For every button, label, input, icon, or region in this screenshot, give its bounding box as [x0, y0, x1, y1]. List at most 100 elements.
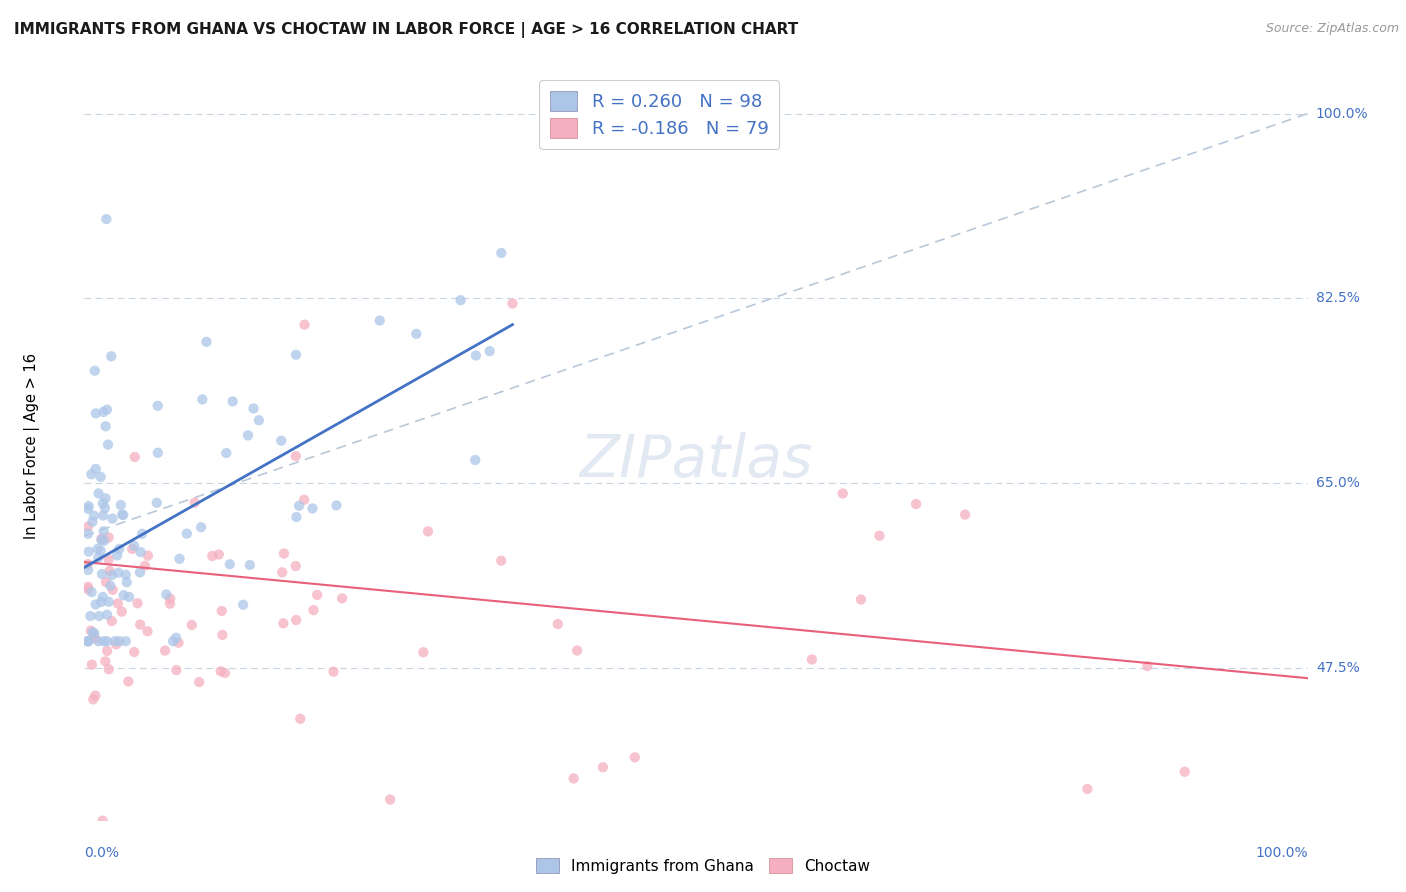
Point: [953, 508, 976, 522]
Point: [491, 246, 513, 260]
Point: [121, 541, 143, 556]
Legend: R = 0.260   N = 98, R = -0.186   N = 79: R = 0.260 N = 98, R = -0.186 N = 79: [540, 80, 779, 149]
Point: [188, 675, 211, 690]
Point: [112, 588, 135, 602]
Point: [131, 526, 153, 541]
Point: [592, 760, 614, 774]
Point: [190, 520, 212, 534]
Point: [97, 662, 120, 676]
Point: [136, 549, 159, 563]
Text: In Labor Force | Age > 16: In Labor Force | Age > 16: [24, 353, 39, 539]
Point: [292, 492, 315, 507]
Point: [284, 559, 307, 574]
Point: [77, 499, 100, 513]
Point: [84, 462, 107, 476]
Point: [101, 582, 124, 597]
Point: [91, 590, 114, 604]
Point: [96, 212, 118, 227]
Point: [1076, 782, 1098, 797]
Point: [325, 499, 347, 513]
Point: [169, 551, 191, 566]
Point: [489, 554, 512, 568]
Point: [110, 498, 132, 512]
Text: 100.0%: 100.0%: [1316, 106, 1368, 120]
Point: [146, 399, 169, 413]
Point: [502, 296, 524, 310]
Point: [80, 585, 103, 599]
Point: [412, 645, 434, 659]
Point: [96, 607, 118, 622]
Point: [1136, 659, 1159, 673]
Point: [380, 792, 402, 806]
Point: [129, 617, 152, 632]
Point: [97, 530, 120, 544]
Point: [273, 547, 295, 561]
Point: [101, 614, 124, 628]
Point: [218, 558, 240, 572]
Point: [290, 712, 312, 726]
Point: [273, 616, 295, 631]
Point: [831, 486, 853, 500]
Point: [111, 605, 134, 619]
Point: [105, 549, 128, 563]
Point: [80, 657, 103, 672]
Point: [115, 575, 138, 590]
Point: [127, 596, 149, 610]
Point: [114, 634, 136, 648]
Point: [91, 508, 114, 523]
Point: [84, 689, 107, 703]
Point: [97, 552, 120, 566]
Point: [87, 609, 110, 624]
Point: [211, 604, 233, 618]
Point: [211, 628, 233, 642]
Point: [215, 446, 238, 460]
Text: 0.0%: 0.0%: [84, 846, 120, 860]
Point: [159, 591, 181, 606]
Point: [176, 526, 198, 541]
Point: [180, 618, 202, 632]
Point: [94, 501, 117, 516]
Point: [87, 486, 110, 500]
Point: [146, 446, 169, 460]
Point: [84, 598, 107, 612]
Point: [271, 566, 294, 580]
Point: [905, 497, 928, 511]
Point: [84, 406, 107, 420]
Point: [90, 595, 112, 609]
Point: [122, 539, 145, 553]
Point: [93, 405, 115, 419]
Point: [93, 533, 115, 548]
Point: [94, 654, 117, 668]
Text: 65.0%: 65.0%: [1316, 476, 1360, 490]
Point: [77, 634, 100, 648]
Point: [129, 566, 152, 580]
Point: [330, 591, 353, 606]
Point: [405, 326, 427, 341]
Point: [83, 630, 105, 644]
Point: [108, 634, 131, 648]
Point: [77, 634, 100, 648]
Point: [165, 663, 187, 677]
Point: [96, 644, 118, 658]
Point: [98, 564, 121, 578]
Point: [301, 501, 323, 516]
Point: [464, 349, 486, 363]
Point: [77, 582, 100, 597]
Point: [96, 634, 118, 648]
Text: Source: ZipAtlas.com: Source: ZipAtlas.com: [1265, 22, 1399, 36]
Point: [242, 401, 264, 416]
Point: [77, 557, 100, 571]
Point: [869, 529, 891, 543]
Point: [302, 603, 325, 617]
Point: [104, 634, 127, 648]
Point: [159, 597, 181, 611]
Point: [77, 634, 100, 648]
Point: [322, 665, 344, 679]
Point: [134, 558, 156, 573]
Point: [111, 508, 134, 522]
Point: [129, 545, 152, 559]
Point: [101, 568, 124, 582]
Point: [93, 524, 115, 539]
Text: IMMIGRANTS FROM GHANA VS CHOCTAW IN LABOR FORCE | AGE > 16 CORRELATION CHART: IMMIGRANTS FROM GHANA VS CHOCTAW IN LABO…: [14, 22, 799, 38]
Point: [184, 495, 207, 509]
